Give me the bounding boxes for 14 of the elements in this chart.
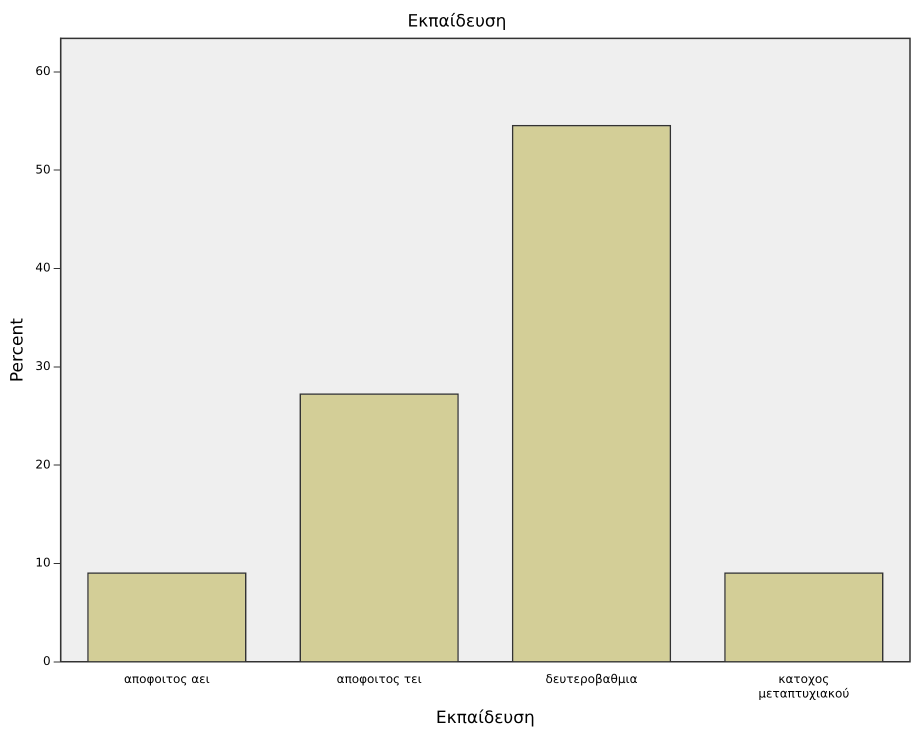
x-tick-label: αποφοιτος αει [124, 672, 210, 686]
x-tick-label: αποφοιτος τει [336, 672, 422, 686]
x-tick-label: κατοχος μεταπτυχιακού [758, 672, 850, 701]
y-tick-label: 10 [35, 556, 51, 570]
x-axis-title: Εκπαίδευση [436, 708, 535, 728]
y-tick-label: 60 [35, 64, 51, 78]
y-tick-label: 0 [43, 654, 51, 668]
chart-title: Εκπαίδευση [408, 12, 506, 32]
y-tick-label: 40 [35, 260, 51, 275]
y-tick-label: 20 [35, 457, 51, 472]
x-tick-label: δευτεροβαθμια [546, 672, 638, 686]
y-axis-title: Percent [8, 318, 28, 382]
y-tick-label: 30 [35, 358, 51, 373]
y-tick-label: 50 [35, 162, 51, 176]
